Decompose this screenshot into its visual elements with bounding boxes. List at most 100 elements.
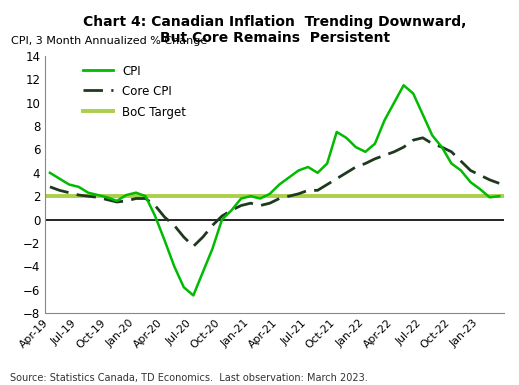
Core CPI [362,161,368,166]
CPI [372,141,378,146]
Core CPI [401,145,407,149]
Core CPI [496,181,502,186]
CPI [161,238,168,243]
CPI [142,194,148,199]
Core CPI [305,188,311,192]
CPI [190,293,197,298]
Core CPI [190,244,197,249]
CPI [47,171,53,175]
CPI [496,194,502,199]
CPI [420,112,426,117]
Core CPI [372,157,378,161]
Core CPI [142,196,148,201]
CPI [104,195,111,200]
Core CPI [171,223,177,228]
Core CPI [420,136,426,140]
Core CPI [209,223,215,228]
Line: CPI: CPI [50,85,499,295]
Legend: CPI, Core CPI, BoC Target: CPI, Core CPI, BoC Target [83,65,186,119]
CPI [362,149,368,154]
Core CPI [85,194,91,199]
Core CPI [47,184,53,189]
Core CPI [94,195,101,200]
Core CPI [429,141,435,146]
BoC Target [57,194,63,199]
Core CPI [458,159,464,164]
CPI [458,168,464,173]
CPI [171,264,177,268]
CPI [353,145,359,149]
CPI [286,175,292,180]
Core CPI [238,203,244,208]
Core CPI [334,176,340,181]
CPI [228,208,235,213]
Text: CPI, 3 Month Annualized % Change: CPI, 3 Month Annualized % Change [11,36,207,46]
Core CPI [181,235,187,239]
CPI [124,193,130,198]
Core CPI [448,149,455,154]
CPI [295,168,302,173]
Core CPI [219,214,225,218]
Core CPI [477,173,483,177]
Core CPI [133,196,139,201]
CPI [477,187,483,191]
Core CPI [286,194,292,199]
CPI [410,91,416,96]
Core CPI [57,188,63,192]
CPI [448,161,455,166]
Core CPI [114,200,120,204]
CPI [133,190,139,195]
CPI [114,199,120,203]
Core CPI [66,190,72,195]
CPI [324,161,330,166]
Core CPI [228,208,235,213]
Core CPI [439,145,445,149]
CPI [439,145,445,149]
Core CPI [343,171,349,175]
CPI [401,83,407,87]
CPI [391,100,397,105]
Core CPI [161,215,168,219]
Core CPI [324,182,330,187]
CPI [248,194,254,199]
CPI [85,190,91,195]
Core CPI [248,201,254,206]
CPI [276,182,282,187]
CPI [219,217,225,222]
Core CPI [353,165,359,169]
CPI [468,180,474,184]
Core CPI [200,235,206,239]
Core CPI [391,149,397,154]
Core CPI [486,177,493,182]
Core CPI [104,198,111,202]
Core CPI [257,203,263,208]
Text: Source: Statistics Canada, TD Economics.  Last observation: March 2023.: Source: Statistics Canada, TD Economics.… [10,373,368,383]
Core CPI [315,188,321,192]
CPI [200,270,206,275]
CPI [343,136,349,140]
Core CPI [124,199,130,203]
CPI [152,214,158,218]
CPI [66,182,72,187]
CPI [486,195,493,200]
CPI [315,171,321,175]
Core CPI [468,168,474,173]
CPI [94,193,101,198]
Core CPI [152,203,158,208]
Core CPI [267,201,273,206]
CPI [267,191,273,196]
CPI [257,196,263,201]
Title: Chart 4: Canadian Inflation  Trending Downward,
But Core Remains  Persistent: Chart 4: Canadian Inflation Trending Dow… [83,15,466,45]
CPI [209,246,215,251]
CPI [75,184,81,189]
CPI [57,176,63,181]
CPI [238,196,244,201]
Core CPI [381,153,388,157]
Core CPI [295,191,302,196]
Core CPI [75,193,81,198]
Line: Core CPI: Core CPI [50,138,499,246]
BoC Target [47,194,53,199]
CPI [334,130,340,134]
Core CPI [276,196,282,201]
CPI [181,285,187,290]
